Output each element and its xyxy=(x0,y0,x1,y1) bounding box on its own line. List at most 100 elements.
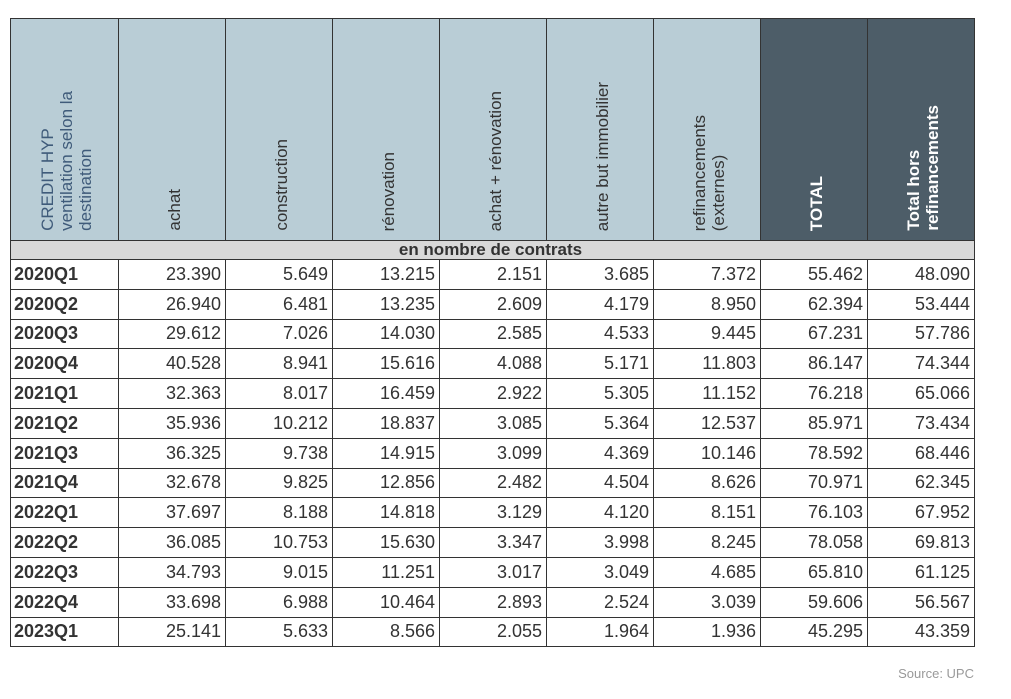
cell: 86.147 xyxy=(760,348,868,380)
data-row: 2022Q3 34.793 9.015 11.251 3.017 3.049 4.685 65… xyxy=(10,556,975,588)
cell: 4.088 xyxy=(439,348,547,380)
cell: 76.103 xyxy=(760,497,868,529)
cell: 26.940 xyxy=(118,288,226,320)
cell: 3.099 xyxy=(439,437,547,469)
cell: 37.697 xyxy=(118,497,226,529)
cell: 76.218 xyxy=(760,378,868,409)
row-label: 2022Q1 xyxy=(10,497,119,529)
column-header: Total hors refinancements xyxy=(867,18,975,241)
cell: 12.856 xyxy=(332,467,440,499)
cell: 74.344 xyxy=(867,348,975,380)
cell: 57.786 xyxy=(867,318,975,350)
header-line: (externes) xyxy=(709,154,728,231)
column-header: TOTAL xyxy=(760,18,868,241)
header-text: construction xyxy=(272,135,291,231)
data-row: 2020Q1 23.390 5.649 13.215 2.151 3.685 7.372 55… xyxy=(10,259,975,290)
cell: 56.567 xyxy=(867,586,975,618)
cell: 9.738 xyxy=(225,437,333,469)
cell: 61.125 xyxy=(867,556,975,588)
cell: 5.364 xyxy=(546,407,654,439)
cell: 9.445 xyxy=(653,318,761,350)
cell: 2.055 xyxy=(439,616,547,648)
cell: 9.015 xyxy=(225,556,333,588)
cell: 69.813 xyxy=(867,527,975,558)
row-label: 2021Q2 xyxy=(10,407,119,439)
cell: 2.893 xyxy=(439,586,547,618)
cell: 9.825 xyxy=(225,467,333,499)
cell: 67.231 xyxy=(760,318,868,350)
cell: 14.818 xyxy=(332,497,440,529)
cell: 3.998 xyxy=(546,527,654,558)
cell: 1.964 xyxy=(546,616,654,648)
cell: 34.793 xyxy=(118,556,226,588)
cell: 2.482 xyxy=(439,467,547,499)
header-line: refinancements xyxy=(690,114,709,231)
cell: 7.026 xyxy=(225,318,333,350)
cell: 85.971 xyxy=(760,407,868,439)
data-row: 2021Q3 36.325 9.738 14.915 3.099 4.369 10.146 7… xyxy=(10,437,975,469)
cell: 8.151 xyxy=(653,497,761,529)
cell: 78.592 xyxy=(760,437,868,469)
row-label: 2020Q1 xyxy=(10,259,119,290)
data-row: 2020Q2 26.940 6.481 13.235 2.609 4.179 8.950 62… xyxy=(10,288,975,320)
header-line: refinancements xyxy=(923,105,942,231)
row-label: 2023Q1 xyxy=(10,616,119,648)
cell: 2.585 xyxy=(439,318,547,350)
cell: 70.971 xyxy=(760,467,868,499)
cell: 29.612 xyxy=(118,318,226,350)
cell: 10.464 xyxy=(332,586,440,618)
data-row: 2020Q4 40.528 8.941 15.616 4.088 5.171 11.803 8… xyxy=(10,348,975,380)
cell: 8.017 xyxy=(225,378,333,409)
cell: 5.305 xyxy=(546,378,654,409)
header-row: CREDIT HYP ventilation selon la destinatio… xyxy=(10,18,975,241)
cell: 68.446 xyxy=(867,437,975,469)
header-line: TOTAL xyxy=(806,175,826,231)
row-label: 2022Q4 xyxy=(10,586,119,618)
column-header: construction xyxy=(225,18,333,241)
cell: 48.090 xyxy=(867,259,975,290)
cell: 73.434 xyxy=(867,407,975,439)
cell: 5.633 xyxy=(225,616,333,648)
cell: 8.950 xyxy=(653,288,761,320)
header-text: achat xyxy=(165,185,184,231)
cell: 1.936 xyxy=(653,616,761,648)
header-text: achat + rénovation xyxy=(486,87,505,231)
cell: 4.685 xyxy=(653,556,761,588)
row-label: 2021Q4 xyxy=(10,467,119,499)
cell: 4.504 xyxy=(546,467,654,499)
cell: 62.345 xyxy=(867,467,975,499)
cell: 5.649 xyxy=(225,259,333,290)
cell: 8.941 xyxy=(225,348,333,380)
cell: 53.444 xyxy=(867,288,975,320)
cell: 65.810 xyxy=(760,556,868,588)
cell: 13.215 xyxy=(332,259,440,290)
cell: 2.609 xyxy=(439,288,547,320)
data-row: 2022Q4 33.698 6.988 10.464 2.893 2.524 3.039 59… xyxy=(10,586,975,618)
data-row: 2021Q4 32.678 9.825 12.856 2.482 4.504 8.626 70… xyxy=(10,467,975,499)
data-row: 2023Q1 25.141 5.633 8.566 2.055 1.964 1.936 45.… xyxy=(10,616,975,648)
header-line: achat + rénovation xyxy=(485,90,505,231)
header-line: rénovation xyxy=(378,151,398,231)
cell: 65.066 xyxy=(867,378,975,409)
cell: 16.459 xyxy=(332,378,440,409)
column-header: CREDIT HYP ventilation selon la destinatio… xyxy=(10,18,119,241)
cell: 78.058 xyxy=(760,527,868,558)
header-line: destination xyxy=(76,148,95,231)
data-row: 2022Q2 36.085 10.753 15.630 3.347 3.998 8.245 7… xyxy=(10,527,975,558)
header-line: Total hors xyxy=(904,150,923,231)
header-text: rénovation xyxy=(379,148,398,231)
cell: 25.141 xyxy=(118,616,226,648)
header-text: Total hors refinancements xyxy=(904,101,942,231)
cell: 6.988 xyxy=(225,586,333,618)
cell: 8.188 xyxy=(225,497,333,529)
column-header: autre but immobilier xyxy=(546,18,654,241)
cell: 2.524 xyxy=(546,586,654,618)
cell: 62.394 xyxy=(760,288,868,320)
cell: 8.566 xyxy=(332,616,440,648)
row-label: 2021Q1 xyxy=(10,378,119,409)
cell: 13.235 xyxy=(332,288,440,320)
row-label: 2022Q2 xyxy=(10,527,119,558)
cell: 14.030 xyxy=(332,318,440,350)
cell: 3.049 xyxy=(546,556,654,588)
data-row: 2021Q2 35.936 10.212 18.837 3.085 5.364 12.537… xyxy=(10,407,975,439)
